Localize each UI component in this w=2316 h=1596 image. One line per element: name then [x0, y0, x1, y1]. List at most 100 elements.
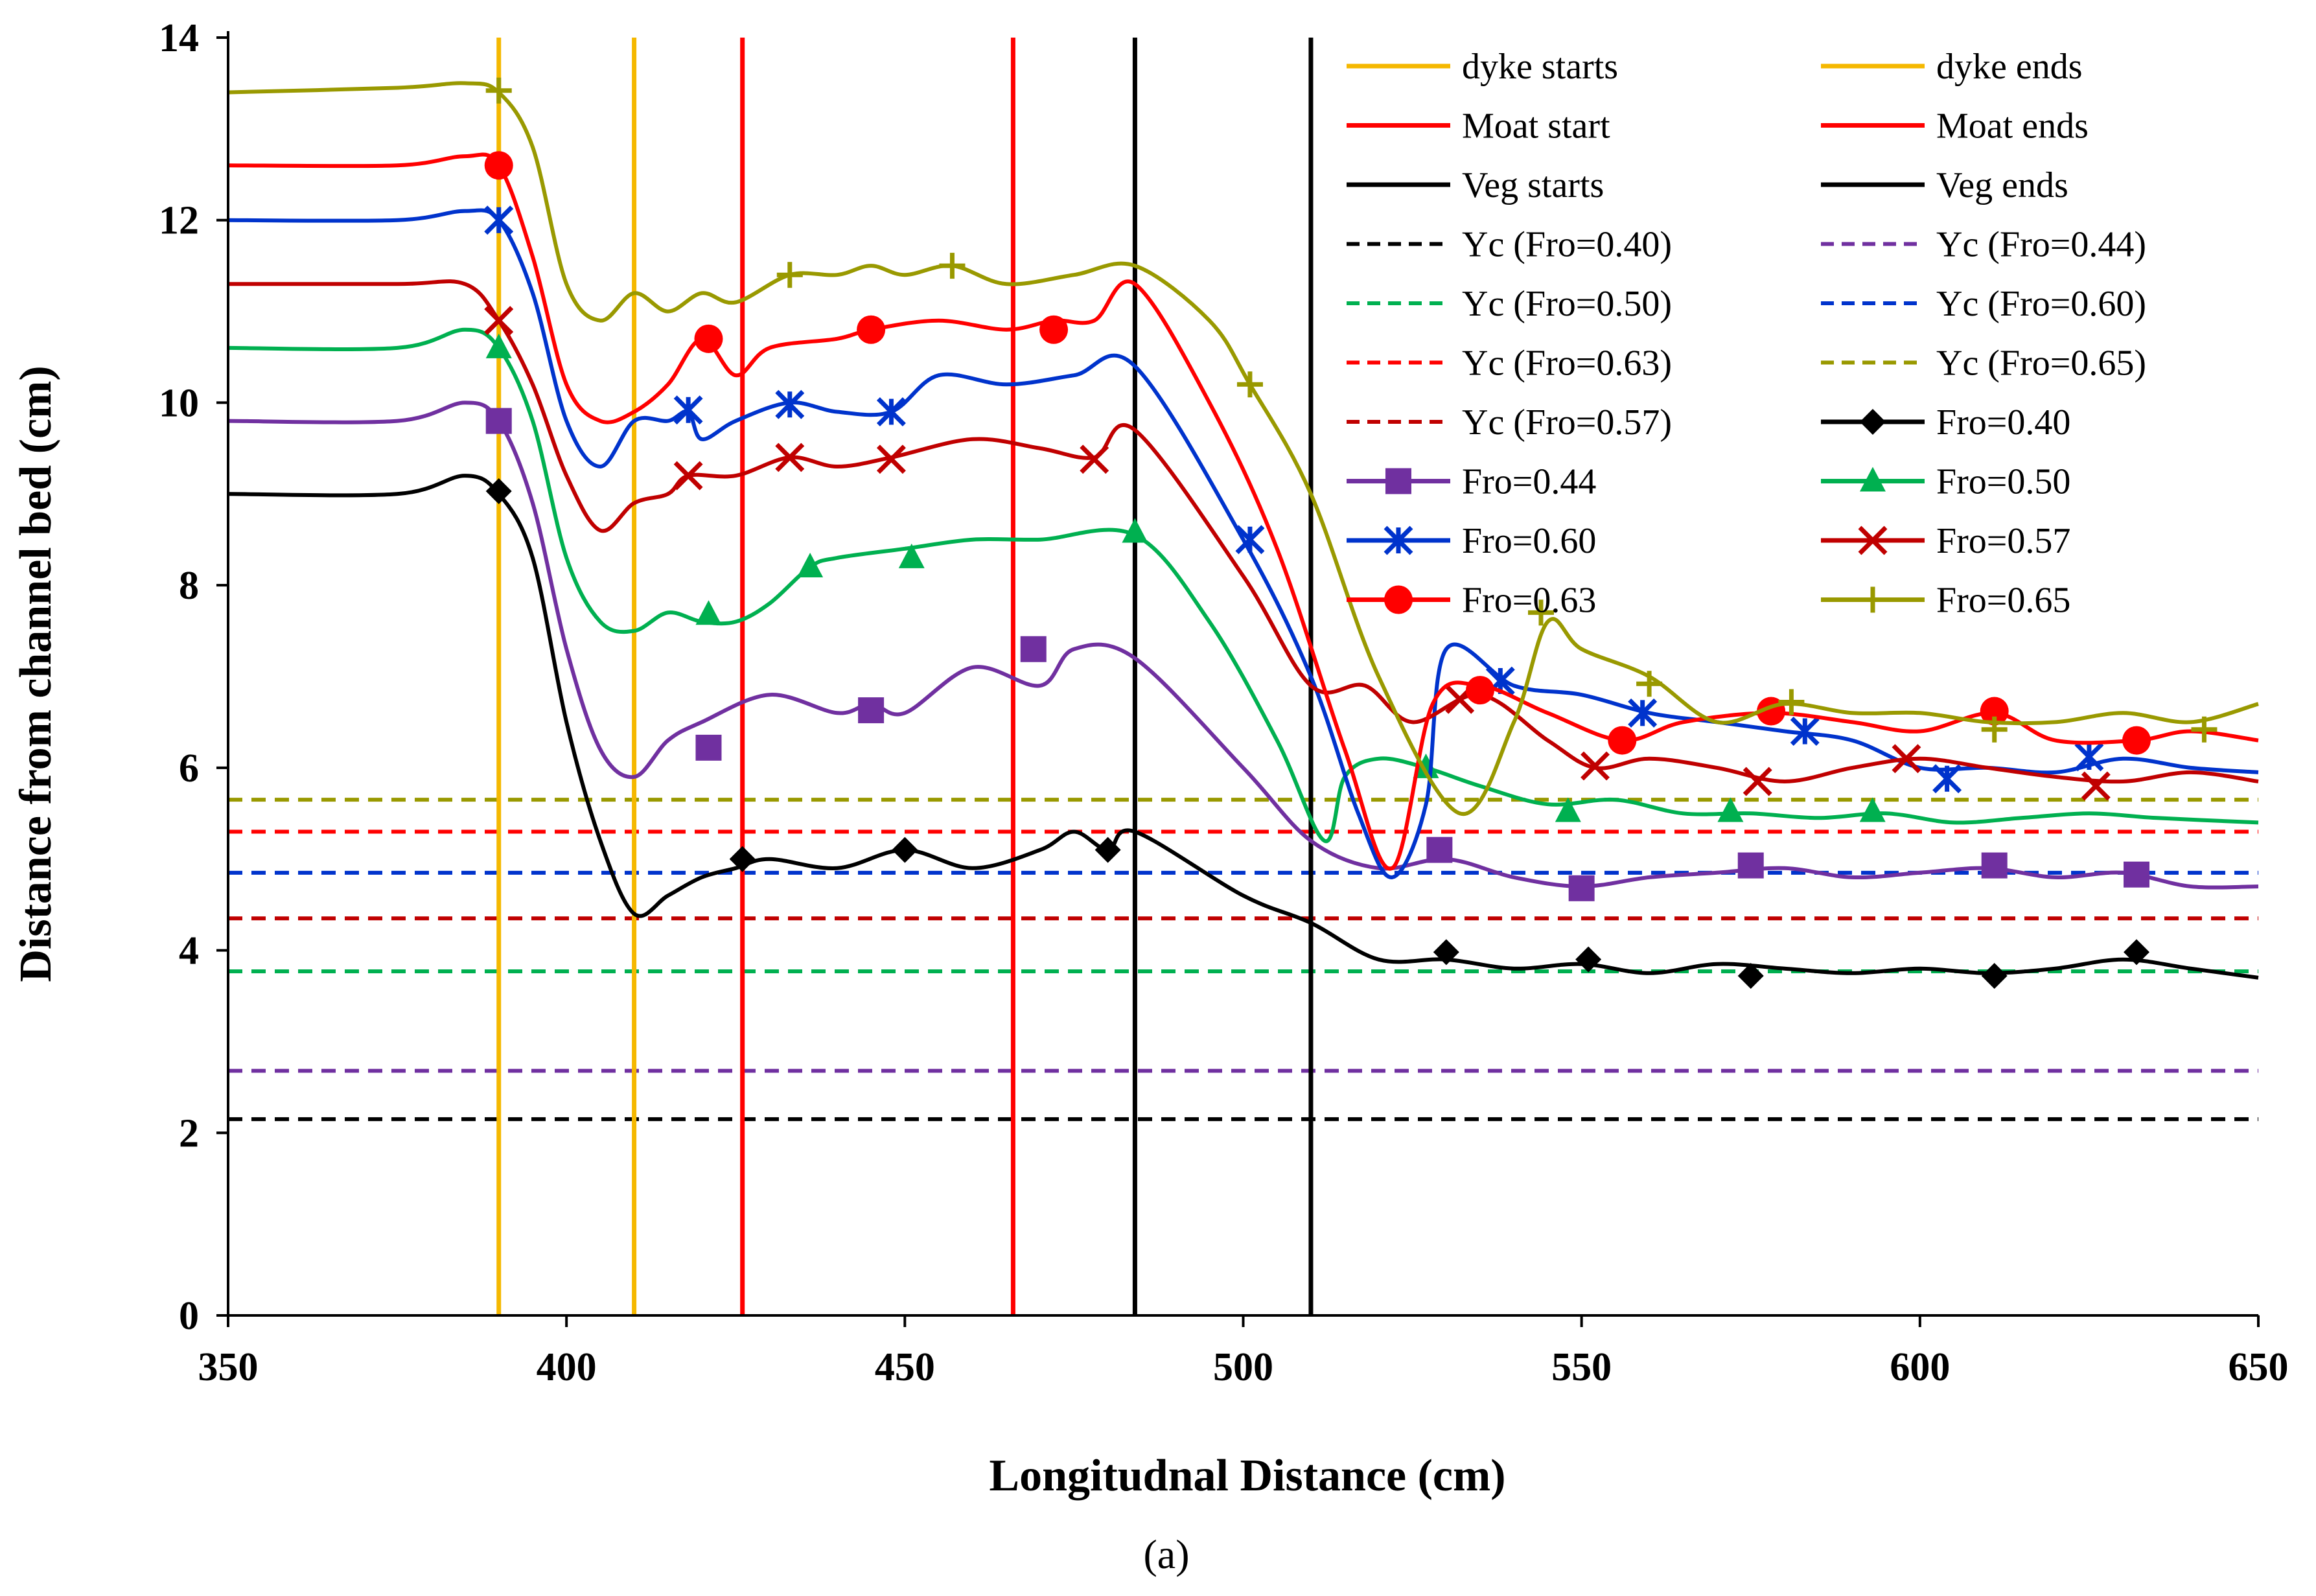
data-point-fro-0-40 — [1575, 946, 1602, 973]
legend-entry-moat-ends: Moat ends — [1821, 106, 2089, 146]
data-point-fro-0-60 — [484, 205, 514, 235]
data-point-fro-0-65 — [776, 262, 803, 288]
legend-marker — [1858, 526, 1888, 555]
legend-entry-yc-fro-0-40: Yc (Fro=0.40) — [1347, 225, 1672, 265]
data-point-fro-0-63 — [484, 151, 513, 180]
data-point-fro-0-65 — [1981, 716, 2008, 743]
data-point-fro-0-50 — [1413, 753, 1439, 778]
x-tick-label: 400 — [537, 1345, 597, 1389]
data-point-fro-0-63 — [1039, 315, 1069, 344]
legend-marker — [1384, 585, 1413, 614]
y-tick-label: 2 — [179, 1111, 199, 1155]
data-point-fro-0-40 — [1094, 837, 1121, 863]
data-point-fro-0-40 — [1981, 963, 2008, 989]
y-tick-label: 10 — [159, 381, 199, 425]
data-point-fro-0-65 — [1778, 689, 1805, 715]
data-point-fro-0-60 — [1235, 525, 1265, 555]
x-tick-label: 650 — [2229, 1345, 2289, 1389]
data-point-fro-0-57 — [1080, 445, 1109, 474]
series-fro-0-57 — [227, 279, 2259, 801]
data-point-fro-0-60 — [2074, 742, 2104, 772]
legend-label: Yc (Fro=0.63) — [1462, 343, 1672, 384]
data-point-fro-0-44 — [485, 408, 512, 434]
x-tick-label: 600 — [1890, 1345, 1950, 1389]
legend-label: dyke ends — [1936, 47, 2083, 87]
legend-entry-moat-start: Moat start — [1347, 106, 1610, 146]
data-point-fro-0-44 — [1426, 837, 1453, 863]
y-axis-title: Distance from channel bed (cm) — [11, 365, 61, 982]
legend-label: Yc (Fro=0.50) — [1462, 284, 1672, 324]
data-point-fro-0-60 — [1790, 717, 1820, 746]
data-point-fro-0-40 — [729, 846, 756, 872]
legend-label: Fro=0.57 — [1936, 521, 2070, 561]
legend-entry-fro-0-40: Fro=0.40 — [1821, 402, 2070, 443]
legend-entry-veg-starts: Veg starts — [1347, 165, 1604, 205]
data-point-fro-0-65 — [2191, 716, 2218, 743]
data-point-fro-0-57 — [1743, 767, 1772, 796]
legend-entry-dyke-starts: dyke starts — [1347, 47, 1618, 87]
data-point-fro-0-44 — [1020, 636, 1047, 662]
data-point-fro-0-57 — [775, 443, 805, 472]
legend-label: Veg ends — [1936, 165, 2068, 205]
legend-label: Yc (Fro=0.57) — [1462, 402, 1672, 443]
legend-label: Fro=0.63 — [1462, 581, 1596, 621]
x-tick-label: 450 — [875, 1345, 935, 1389]
legend-label: Fro=0.60 — [1462, 521, 1596, 561]
y-tick-label: 4 — [179, 929, 199, 973]
series-line-fro-0-63 — [227, 152, 2259, 871]
y-tick-label: 14 — [159, 16, 199, 60]
data-point-fro-0-44 — [1737, 852, 1764, 879]
data-point-fro-0-60 — [673, 395, 703, 425]
series-fro-0-65 — [227, 77, 2259, 816]
data-point-fro-0-65 — [485, 77, 512, 104]
legend-entry-fro-0-63: Fro=0.63 — [1347, 581, 1596, 621]
legend-entry-fro-0-65: Fro=0.65 — [1821, 581, 2070, 621]
data-point-fro-0-40 — [1433, 939, 1459, 966]
data-point-fro-0-50 — [695, 600, 722, 625]
legend-entry-yc-fro-0-63: Yc (Fro=0.63) — [1347, 343, 1672, 384]
data-point-fro-0-44 — [858, 697, 885, 724]
data-point-fro-0-50 — [1717, 797, 1744, 822]
legend-entry-yc-fro-0-57: Yc (Fro=0.57) — [1347, 402, 1672, 443]
legend-label: Moat start — [1462, 106, 1610, 146]
legend-marker — [1860, 409, 1886, 435]
series-line-fro-0-65 — [227, 81, 2259, 816]
data-point-fro-0-57 — [1581, 751, 1610, 781]
legend-marker — [1385, 468, 1411, 494]
figure-caption: (a) — [1143, 1531, 1189, 1577]
data-point-fro-0-40 — [1737, 963, 1764, 989]
series-line-fro-0-60 — [227, 208, 2259, 879]
data-point-fro-0-50 — [1859, 797, 1886, 822]
legend-entry-fro-0-57: Fro=0.57 — [1821, 521, 2070, 561]
vertical-reference-lines — [496, 38, 1314, 1315]
data-point-fro-0-44 — [1981, 852, 2008, 879]
legend-label: Fro=0.50 — [1936, 462, 2070, 502]
data-point-fro-0-50 — [1122, 518, 1148, 543]
series-fro-0-63 — [227, 151, 2259, 871]
data-point-fro-0-57 — [484, 306, 514, 336]
legend-label: Moat ends — [1936, 106, 2089, 146]
data-point-fro-0-65 — [1236, 371, 1263, 398]
data-point-fro-0-65 — [1636, 671, 1663, 697]
series-fro-0-40 — [227, 474, 2259, 989]
axes — [216, 31, 2260, 1327]
data-point-fro-0-63 — [857, 315, 886, 344]
data-point-fro-0-63 — [1608, 726, 1637, 755]
legend-entry-yc-fro-0-44: Yc (Fro=0.44) — [1821, 225, 2146, 265]
series-line-fro-0-57 — [227, 279, 2259, 784]
data-point-fro-0-63 — [694, 324, 723, 353]
legend: dyke starts dyke ends Moat start Moat ends V… — [1347, 47, 2146, 621]
data-point-fro-0-57 — [2081, 771, 2111, 801]
data-point-fro-0-60 — [876, 397, 906, 426]
data-series — [227, 77, 2259, 989]
data-point-fro-0-44 — [1568, 875, 1595, 901]
x-axis-title: Longitudnal Distance (cm) — [989, 1451, 1505, 1501]
data-point-fro-0-65 — [1528, 599, 1555, 626]
x-tick-label: 500 — [1213, 1345, 1273, 1389]
tick-labels: 350 400 450 500 550 600 650 0 2 4 6 8 10 12 14 — [159, 16, 2289, 1389]
data-point-fro-0-65 — [939, 253, 966, 279]
y-tick-label: 0 — [179, 1294, 199, 1338]
x-tick-label: 550 — [1551, 1345, 1612, 1389]
y-tick-label: 8 — [179, 564, 199, 608]
